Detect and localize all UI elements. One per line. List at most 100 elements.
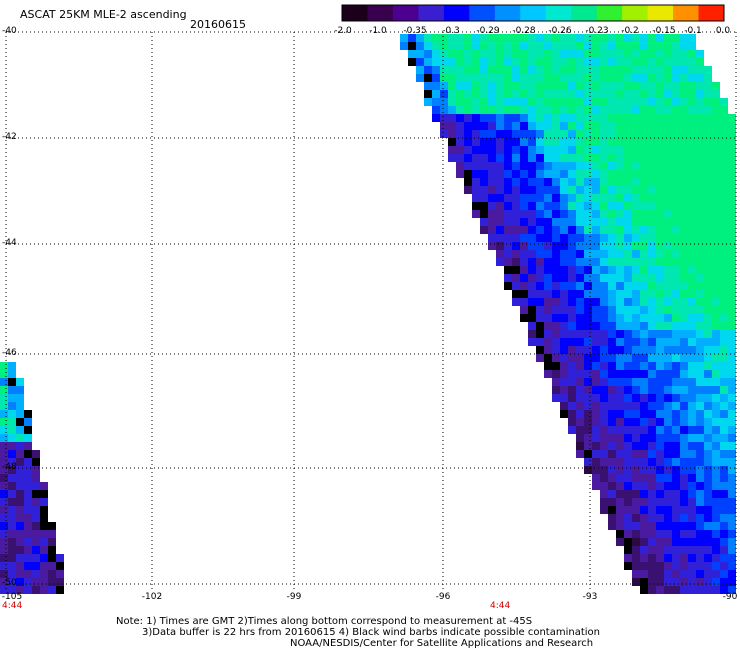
swath-cell: [560, 386, 568, 394]
swath-cell: [696, 282, 704, 290]
swath-cell: [624, 282, 632, 290]
swath-cell: [504, 218, 512, 226]
swath-cell: [672, 50, 680, 58]
swath-cell: [560, 362, 568, 370]
swath-cell: [680, 546, 688, 554]
swath-cell: [696, 218, 704, 226]
swath-cell: [664, 546, 672, 554]
swath-cell: [712, 362, 720, 370]
swath-cell: [608, 114, 616, 122]
swath-cell: [640, 394, 648, 402]
swath-cell: [600, 122, 608, 130]
swath-cell: [704, 546, 712, 554]
swath-cell: [648, 146, 656, 154]
swath-cell: [544, 354, 552, 362]
swath-cell: [512, 106, 520, 114]
swath-cell: [656, 242, 664, 250]
swath-cell: [712, 122, 720, 130]
swath-cell: [720, 554, 728, 562]
swath-cell: [504, 258, 512, 266]
swath-cell: [608, 410, 616, 418]
swath-cell: [656, 186, 664, 194]
swath-cell: [688, 570, 696, 578]
swath-cell: [632, 530, 640, 538]
swath-cell: [456, 130, 464, 138]
swath-cell: [472, 114, 480, 122]
swath-cell: [632, 186, 640, 194]
swath-cell: [512, 170, 520, 178]
swath-cell: [0, 434, 8, 442]
swath-cell: [544, 266, 552, 274]
swath-cell: [568, 370, 576, 378]
swath-cell: [728, 266, 736, 274]
swath-cell: [688, 58, 696, 66]
swath-cell: [648, 242, 656, 250]
swath-cell: [576, 450, 584, 458]
swath-cell: [568, 42, 576, 50]
swath-cell: [656, 210, 664, 218]
swath-cell: [592, 354, 600, 362]
swath-cell: [720, 370, 728, 378]
swath-cell: [672, 90, 680, 98]
swath-cell: [656, 538, 664, 546]
swath-cell: [536, 106, 544, 114]
swath-cell: [560, 298, 568, 306]
swath-cell: [512, 130, 520, 138]
swath-cell: [664, 402, 672, 410]
swath-cell: [632, 346, 640, 354]
swath-cell: [592, 266, 600, 274]
swath-cell: [688, 226, 696, 234]
swath-cell: [648, 250, 656, 258]
swath-cell: [584, 258, 592, 266]
swath-cell: [560, 162, 568, 170]
swath-cell: [624, 322, 632, 330]
swath-cell: [720, 562, 728, 570]
swath-cell: [648, 138, 656, 146]
swath-cell: [560, 354, 568, 362]
swath-cell: [576, 178, 584, 186]
swath-cell: [584, 266, 592, 274]
swath-cell: [696, 114, 704, 122]
swath-cell: [632, 226, 640, 234]
swath-cell: [712, 426, 720, 434]
swath-cell: [480, 130, 488, 138]
swath-cell: [560, 274, 568, 282]
swath-cell: [688, 586, 696, 594]
swath-cell: [568, 322, 576, 330]
swath-cell: [704, 442, 712, 450]
swath-cell: [600, 362, 608, 370]
swath-cell: [624, 546, 632, 554]
swath-cell: [632, 562, 640, 570]
swath-cell: [520, 34, 528, 42]
swath-cell: [664, 66, 672, 74]
swath-cell: [656, 306, 664, 314]
swath-cell: [648, 442, 656, 450]
swath-cell: [672, 290, 680, 298]
swath-cell: [576, 346, 584, 354]
lon-label: -105: [1, 592, 23, 602]
swath-cell: [640, 58, 648, 66]
swath-cell: [680, 586, 688, 594]
swath-cell: [688, 418, 696, 426]
swath-cell: [496, 42, 504, 50]
swath-cell: [504, 234, 512, 242]
swath-cell: [464, 186, 472, 194]
swath-cell: [600, 394, 608, 402]
swath-cell: [712, 154, 720, 162]
swath-cell: [600, 442, 608, 450]
swath-cell: [712, 418, 720, 426]
swath-cell: [576, 418, 584, 426]
swath-cell: [704, 370, 712, 378]
swath-cell: [536, 274, 544, 282]
swath-cell: [408, 50, 416, 58]
swath-cell: [544, 290, 552, 298]
swath-cell: [600, 58, 608, 66]
swath-cell: [584, 194, 592, 202]
swath-cell: [632, 522, 640, 530]
swath-cell: [648, 210, 656, 218]
swath-cell: [584, 114, 592, 122]
swath-cell: [632, 306, 640, 314]
swath-cell: [680, 154, 688, 162]
swath-cell: [712, 338, 720, 346]
swath-cell: [672, 498, 680, 506]
